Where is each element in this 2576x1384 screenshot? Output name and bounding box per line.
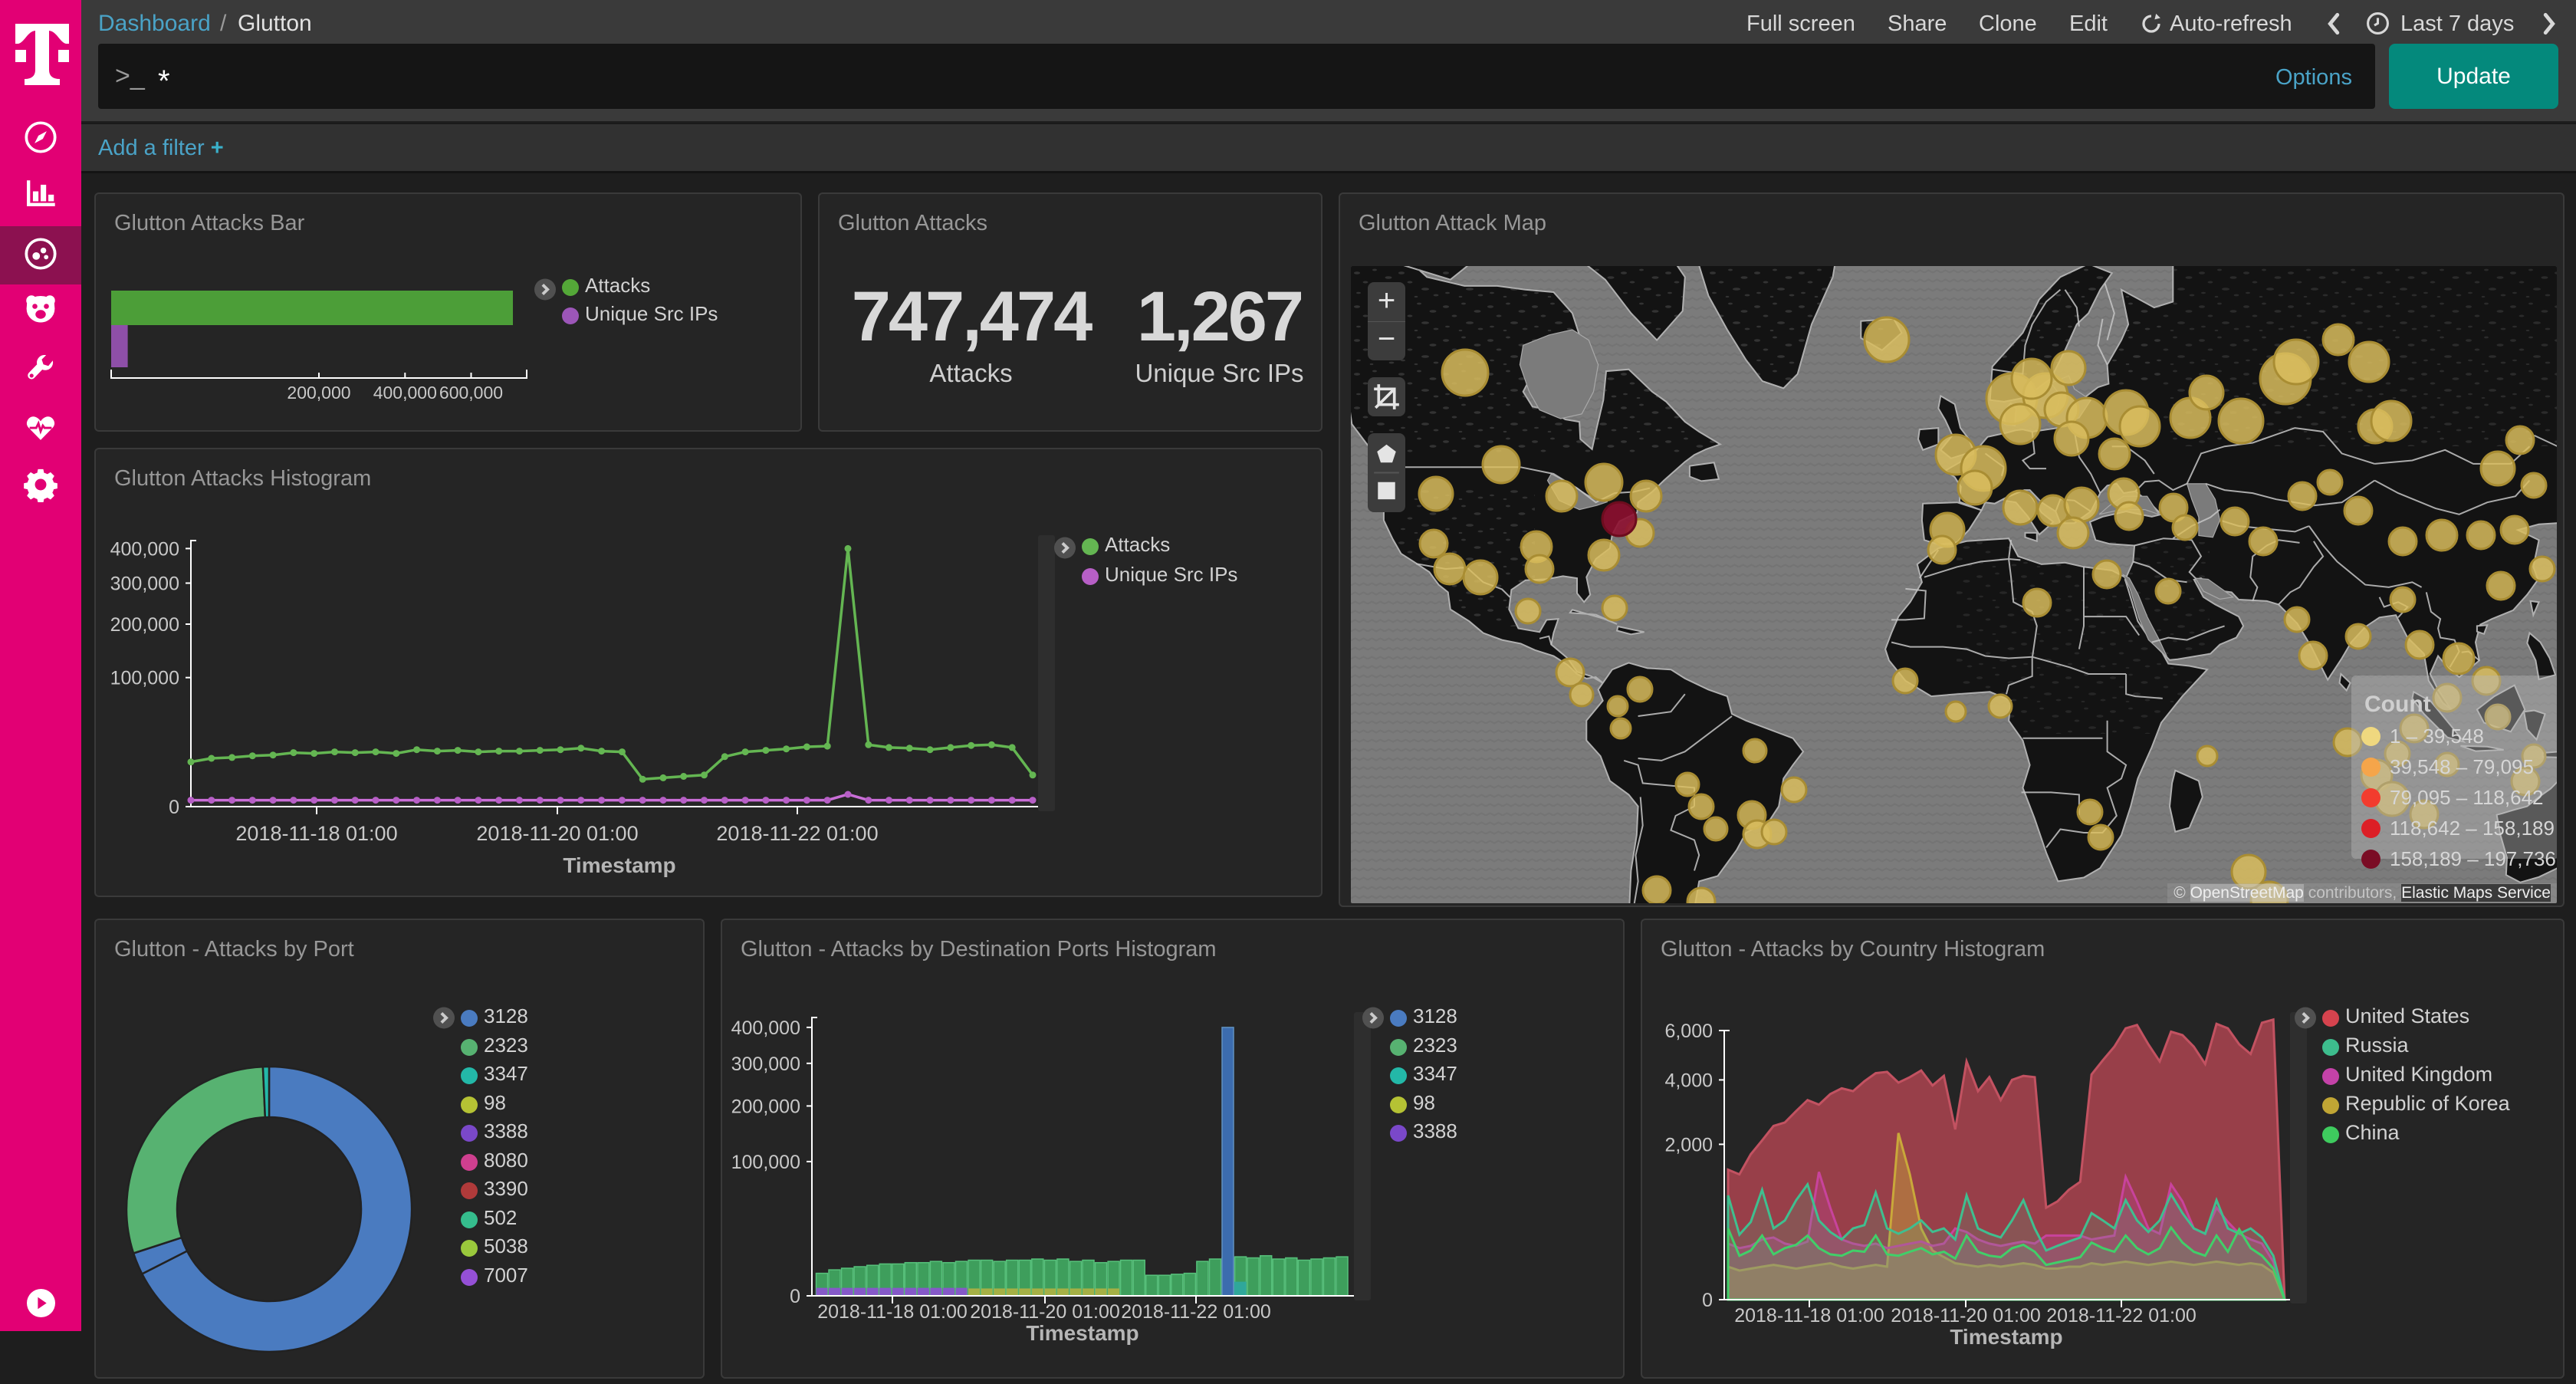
svg-text:200,000: 200,000 <box>287 383 350 403</box>
svg-text:0: 0 <box>1702 1290 1713 1311</box>
svg-text:2018-11-18 01:00: 2018-11-18 01:00 <box>817 1301 968 1323</box>
svg-text:400,000: 400,000 <box>731 1017 800 1039</box>
svg-text:100,000: 100,000 <box>731 1152 800 1173</box>
svg-text:400,000: 400,000 <box>373 383 437 403</box>
svg-text:Timestamp: Timestamp <box>563 853 675 877</box>
svg-text:0: 0 <box>790 1286 800 1307</box>
svg-text:200,000: 200,000 <box>731 1096 800 1117</box>
svg-text:2,000: 2,000 <box>1664 1134 1713 1156</box>
svg-text:2018-11-22 01:00: 2018-11-22 01:00 <box>2046 1305 2196 1326</box>
svg-text:6,000: 6,000 <box>1664 1021 1713 1042</box>
svg-text:2018-11-18 01:00: 2018-11-18 01:00 <box>1734 1305 1884 1326</box>
svg-text:Timestamp: Timestamp <box>1950 1325 2062 1349</box>
svg-text:2018-11-20 01:00: 2018-11-20 01:00 <box>1891 1305 2041 1326</box>
svg-text:2018-11-20 01:00: 2018-11-20 01:00 <box>970 1301 1120 1323</box>
svg-text:600,000: 600,000 <box>439 383 503 403</box>
svg-text:200,000: 200,000 <box>110 614 179 636</box>
svg-text:100,000: 100,000 <box>110 668 179 689</box>
svg-text:2018-11-18 01:00: 2018-11-18 01:00 <box>235 822 397 845</box>
svg-text:4,000: 4,000 <box>1664 1070 1713 1091</box>
svg-text:0: 0 <box>169 797 179 818</box>
svg-text:2018-11-22 01:00: 2018-11-22 01:00 <box>1121 1301 1271 1323</box>
svg-text:300,000: 300,000 <box>731 1054 800 1075</box>
svg-text:Timestamp: Timestamp <box>1026 1321 1138 1345</box>
svg-text:2018-11-20 01:00: 2018-11-20 01:00 <box>476 822 638 845</box>
svg-text:400,000: 400,000 <box>110 538 179 560</box>
svg-text:2018-11-22 01:00: 2018-11-22 01:00 <box>716 822 878 845</box>
svg-text:300,000: 300,000 <box>110 574 179 595</box>
